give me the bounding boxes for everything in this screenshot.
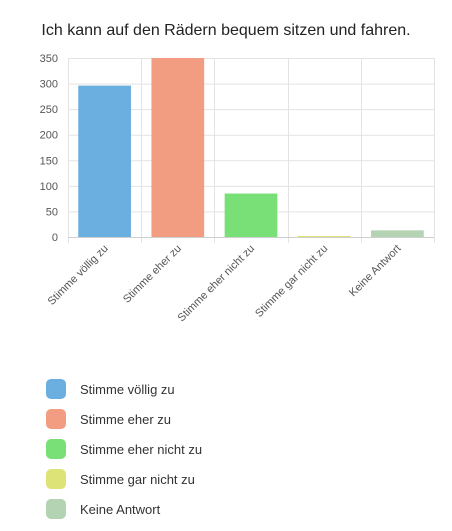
legend-item[interactable]: Stimme völlig zu: [46, 374, 202, 404]
legend-swatch: [46, 379, 66, 399]
y-tick-label: 250: [40, 104, 58, 116]
x-tick-label: Keine Antwort: [347, 243, 403, 299]
y-tick-label: 300: [40, 79, 58, 91]
legend-swatch: [46, 499, 66, 519]
y-tick-label: 350: [40, 53, 58, 65]
legend-item[interactable]: Stimme eher nicht zu: [46, 434, 202, 464]
legend-item[interactable]: Stimme eher zu: [46, 404, 202, 434]
x-tick-label: Stimme völlig zu: [46, 243, 111, 308]
y-tick-label: 150: [40, 155, 58, 167]
legend-label: Keine Antwort: [80, 501, 161, 517]
legend-label: Stimme eher zu: [80, 411, 172, 427]
y-tick-label: 50: [46, 206, 58, 218]
legend-swatch: [46, 409, 66, 429]
legend-label: Stimme gar nicht zu: [80, 471, 195, 487]
bar: [371, 230, 424, 237]
y-tick-label: 200: [40, 130, 58, 142]
bar: [151, 58, 205, 237]
legend-label: Stimme völlig zu: [80, 381, 175, 397]
legend-item[interactable]: Stimme gar nicht zu: [46, 464, 202, 494]
x-tick-label: Stimme eher nicht zu: [176, 243, 258, 325]
x-tick-label: Stimme eher zu: [121, 243, 184, 306]
x-tick-label: Stimme gar nicht zu: [253, 243, 330, 320]
bar: [224, 193, 278, 237]
chart-legend: Stimme völlig zu Stimme eher zu Stimme ehe…: [46, 374, 202, 524]
bar: [297, 235, 351, 237]
legend-swatch: [46, 439, 66, 459]
legend-swatch: [46, 469, 66, 489]
y-tick-label: 100: [40, 181, 58, 193]
y-tick-label: 0: [52, 232, 58, 244]
legend-label: Stimme eher nicht zu: [80, 441, 203, 457]
chart-title: Ich kann auf den Rädern bequem sitzen un…: [41, 22, 411, 39]
bar: [78, 85, 131, 237]
legend-item[interactable]: Keine Antwort: [46, 494, 202, 524]
